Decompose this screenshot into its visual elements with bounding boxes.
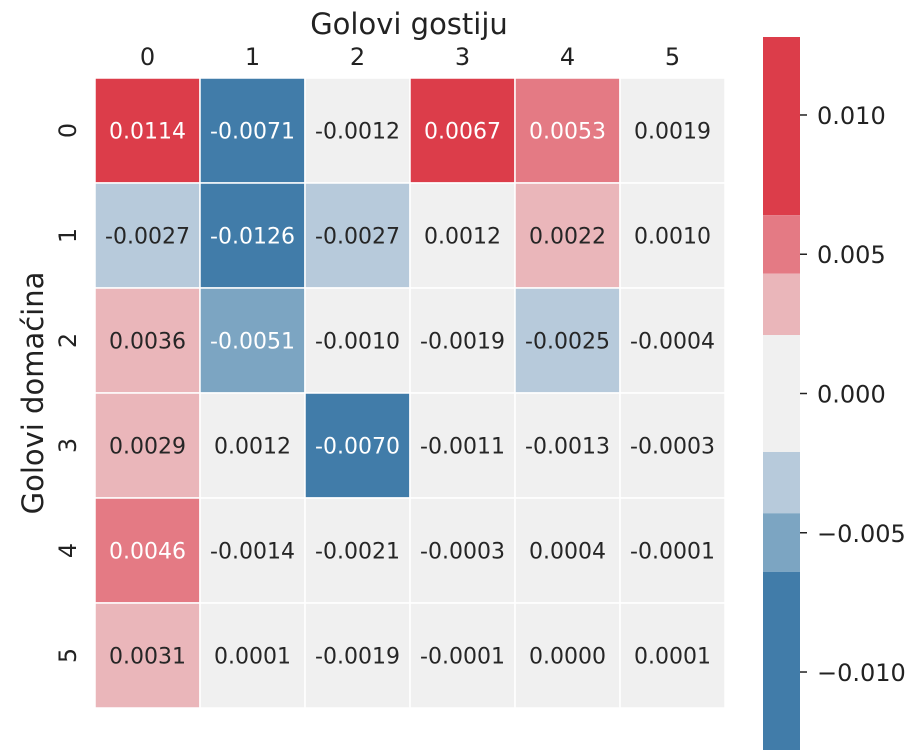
colorbar-tick-label: −0.005 bbox=[817, 520, 906, 548]
cell-value-label: -0.0010 bbox=[315, 330, 400, 355]
cell-value-label: 0.0000 bbox=[529, 645, 606, 670]
colorbar-segment bbox=[763, 273, 800, 336]
heatmap-cell bbox=[304, 77, 411, 184]
x-tick-label: 0 bbox=[140, 43, 155, 71]
cell-value-label: -0.0025 bbox=[525, 330, 610, 355]
y-tick-label: 2 bbox=[54, 333, 82, 348]
cell-value-label: -0.0004 bbox=[630, 330, 715, 355]
cell-value-label: 0.0036 bbox=[109, 330, 186, 355]
cell-value-label: 0.0010 bbox=[634, 225, 711, 250]
heatmap-cell bbox=[409, 602, 516, 709]
x-tick-label: 4 bbox=[560, 43, 575, 71]
y-tick-label: 0 bbox=[54, 123, 82, 138]
cell-value-label: -0.0021 bbox=[315, 540, 400, 565]
cell-value-label: -0.0001 bbox=[630, 540, 715, 565]
heatmap-cell bbox=[409, 182, 516, 289]
cell-value-label: -0.0071 bbox=[210, 120, 295, 145]
x-tick-label: 1 bbox=[245, 43, 260, 71]
heatmap-cell bbox=[409, 77, 516, 184]
cell-value-label: -0.0027 bbox=[315, 225, 400, 250]
heatmap-cell bbox=[514, 392, 621, 499]
cell-value-label: -0.0019 bbox=[315, 645, 400, 670]
heatmap-cell bbox=[94, 77, 201, 184]
cell-value-label: 0.0012 bbox=[424, 225, 501, 250]
y-tick-labels: 0 1 2 3 4 5 bbox=[54, 123, 82, 663]
heatmap-cell bbox=[304, 497, 411, 604]
colorbar-tick-label: 0.005 bbox=[817, 241, 886, 269]
heatmap-cell bbox=[619, 77, 726, 184]
heatmap-cell bbox=[619, 392, 726, 499]
cell-value-label: -0.0027 bbox=[105, 225, 190, 250]
cell-value-label: 0.0114 bbox=[109, 120, 186, 145]
x-axis-title: Golovi gostiju bbox=[310, 7, 508, 41]
cell-value-label: -0.0001 bbox=[420, 645, 505, 670]
cell-value-label: -0.0070 bbox=[315, 435, 400, 460]
cell-value-label: 0.0031 bbox=[109, 645, 186, 670]
colorbar-tick-label: 0.010 bbox=[817, 102, 886, 130]
cell-value-label: 0.0053 bbox=[529, 120, 606, 145]
cell-value-label: -0.0126 bbox=[210, 225, 295, 250]
heatmap-cell bbox=[94, 497, 201, 604]
cell-value-label: 0.0019 bbox=[634, 120, 711, 145]
heatmap-cell bbox=[619, 497, 726, 604]
heatmap-cell bbox=[409, 497, 516, 604]
x-tick-label: 5 bbox=[665, 43, 680, 71]
cell-value-label: -0.0012 bbox=[315, 120, 400, 145]
heatmap-cell bbox=[619, 287, 726, 394]
colorbar-tick-label: −0.010 bbox=[817, 659, 906, 687]
heatmap-cell bbox=[199, 182, 306, 289]
heatmap-cells: 0.0114 -0.0071 -0.0012 0.0067 0.0053 0.0019 -0… bbox=[94, 77, 726, 709]
cell-value-label: 0.0001 bbox=[214, 645, 291, 670]
colorbar-segment bbox=[763, 513, 800, 572]
y-tick-label: 5 bbox=[54, 648, 82, 663]
colorbar-segment bbox=[763, 335, 800, 452]
cell-value-label: 0.0012 bbox=[214, 435, 291, 460]
heatmap-cell bbox=[409, 392, 516, 499]
heatmap-cell bbox=[94, 602, 201, 709]
heatmap-cell bbox=[199, 287, 306, 394]
y-tick-label: 3 bbox=[54, 438, 82, 453]
heatmap-cell bbox=[199, 77, 306, 184]
cell-value-label: -0.0003 bbox=[630, 435, 715, 460]
heatmap-cell bbox=[304, 392, 411, 499]
heatmap-cell bbox=[514, 602, 621, 709]
colorbar-segment bbox=[763, 215, 800, 274]
colorbar: 0.010 0.005 0.000 −0.005 −0.010 bbox=[763, 37, 906, 750]
cell-value-label: -0.0003 bbox=[420, 540, 505, 565]
cell-value-label: -0.0013 bbox=[525, 435, 610, 460]
x-tick-label: 3 bbox=[455, 43, 470, 71]
colorbar-segment bbox=[763, 37, 800, 216]
heatmap-cell bbox=[514, 497, 621, 604]
cell-value-label: -0.0019 bbox=[420, 330, 505, 355]
heatmap-cell bbox=[619, 602, 726, 709]
cell-value-label: -0.0014 bbox=[210, 540, 295, 565]
cell-value-label: 0.0001 bbox=[634, 645, 711, 670]
cell-value-label: 0.0067 bbox=[424, 120, 501, 145]
cell-value-label: -0.0011 bbox=[420, 435, 505, 460]
cell-value-label: 0.0046 bbox=[109, 540, 186, 565]
colorbar-tick-label: 0.000 bbox=[817, 381, 886, 409]
x-tick-labels: 0 1 2 3 4 5 bbox=[140, 43, 680, 71]
colorbar-segment bbox=[763, 451, 800, 514]
colorbar-segment bbox=[763, 571, 800, 750]
heatmap-cell bbox=[94, 392, 201, 499]
heatmap-cell bbox=[409, 287, 516, 394]
y-tick-label: 4 bbox=[54, 543, 82, 558]
y-axis-title: Golovi domaćina bbox=[16, 272, 50, 515]
y-tick-label: 1 bbox=[54, 228, 82, 243]
heatmap-cell bbox=[619, 182, 726, 289]
heatmap-cell bbox=[199, 392, 306, 499]
x-tick-label: 2 bbox=[350, 43, 365, 71]
cell-value-label: 0.0029 bbox=[109, 435, 186, 460]
cell-value-label: -0.0051 bbox=[210, 330, 295, 355]
heatmap-cell bbox=[514, 287, 621, 394]
cell-value-label: 0.0004 bbox=[529, 540, 606, 565]
cell-value-label: 0.0022 bbox=[529, 225, 606, 250]
